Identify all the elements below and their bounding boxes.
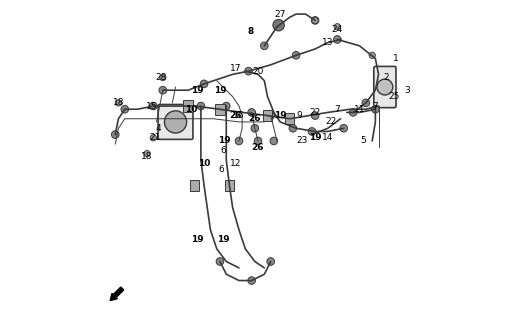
- Text: 3: 3: [404, 86, 410, 95]
- Text: 8: 8: [248, 27, 254, 36]
- Bar: [224, 180, 234, 191]
- Circle shape: [311, 112, 319, 119]
- Text: 4: 4: [155, 124, 161, 133]
- Circle shape: [267, 258, 275, 265]
- Text: 10: 10: [198, 159, 210, 168]
- Text: 12: 12: [230, 159, 241, 168]
- Text: 19: 19: [217, 235, 230, 244]
- Circle shape: [267, 112, 275, 119]
- Text: 7: 7: [373, 101, 378, 111]
- Circle shape: [312, 17, 318, 24]
- Text: 24: 24: [332, 25, 343, 35]
- Text: 17: 17: [230, 63, 241, 73]
- Text: 10: 10: [185, 105, 198, 114]
- Circle shape: [349, 108, 357, 116]
- Circle shape: [216, 258, 224, 265]
- Text: 27: 27: [275, 10, 286, 19]
- FancyBboxPatch shape: [158, 105, 193, 140]
- Circle shape: [159, 74, 166, 81]
- Bar: [190, 180, 199, 191]
- Circle shape: [248, 108, 255, 116]
- Circle shape: [254, 137, 262, 145]
- Circle shape: [144, 150, 150, 157]
- Text: 19: 19: [214, 86, 226, 95]
- Circle shape: [377, 79, 393, 95]
- Circle shape: [111, 131, 119, 139]
- Bar: [263, 110, 272, 121]
- Text: 15: 15: [146, 101, 157, 111]
- Text: 1: 1: [393, 54, 399, 63]
- Text: 22: 22: [325, 117, 336, 126]
- Circle shape: [200, 80, 208, 88]
- Text: 18: 18: [112, 99, 124, 108]
- Text: 19: 19: [218, 136, 231, 146]
- Text: 26: 26: [252, 143, 264, 152]
- Text: 19: 19: [309, 133, 321, 142]
- Text: 26: 26: [230, 111, 242, 120]
- Circle shape: [311, 17, 319, 24]
- Text: 23: 23: [297, 136, 308, 146]
- Text: 13: 13: [322, 38, 333, 47]
- Text: 19: 19: [191, 86, 204, 95]
- Circle shape: [292, 52, 300, 59]
- Circle shape: [270, 137, 278, 145]
- Text: 5: 5: [360, 136, 365, 146]
- Text: 9: 9: [296, 111, 302, 120]
- Circle shape: [245, 68, 252, 75]
- Text: 28: 28: [155, 73, 167, 82]
- Bar: [184, 100, 193, 112]
- Circle shape: [165, 111, 187, 133]
- Text: 19: 19: [274, 111, 286, 120]
- FancyBboxPatch shape: [374, 67, 396, 108]
- Circle shape: [150, 102, 157, 110]
- Text: 25: 25: [389, 92, 400, 101]
- Circle shape: [115, 100, 122, 106]
- Bar: [215, 104, 224, 115]
- Circle shape: [222, 102, 230, 110]
- Text: 20: 20: [252, 67, 264, 76]
- Circle shape: [273, 20, 284, 31]
- Circle shape: [369, 52, 375, 59]
- Bar: [285, 113, 295, 124]
- Text: 14: 14: [322, 133, 333, 142]
- Circle shape: [150, 135, 156, 141]
- Circle shape: [121, 105, 128, 113]
- Circle shape: [289, 124, 297, 132]
- FancyArrow shape: [110, 287, 124, 300]
- Text: 16: 16: [233, 111, 245, 120]
- Text: 26: 26: [249, 114, 261, 123]
- Circle shape: [235, 137, 243, 145]
- Text: 7: 7: [334, 105, 340, 114]
- Circle shape: [261, 42, 268, 50]
- Circle shape: [248, 277, 255, 284]
- Text: 2: 2: [384, 73, 389, 82]
- Circle shape: [197, 102, 205, 110]
- Circle shape: [362, 99, 369, 107]
- Circle shape: [340, 124, 347, 132]
- Text: 6: 6: [220, 146, 226, 155]
- Text: 21: 21: [149, 133, 160, 142]
- Text: 6: 6: [219, 165, 224, 174]
- Text: FR.: FR.: [114, 273, 135, 293]
- Text: 22: 22: [310, 108, 321, 117]
- Circle shape: [333, 36, 341, 43]
- Circle shape: [159, 86, 167, 94]
- Text: 18: 18: [141, 152, 153, 161]
- Circle shape: [372, 105, 379, 113]
- Text: 19: 19: [191, 235, 204, 244]
- Text: 11: 11: [354, 105, 365, 114]
- Circle shape: [251, 124, 259, 132]
- Circle shape: [308, 128, 316, 135]
- Circle shape: [334, 24, 341, 30]
